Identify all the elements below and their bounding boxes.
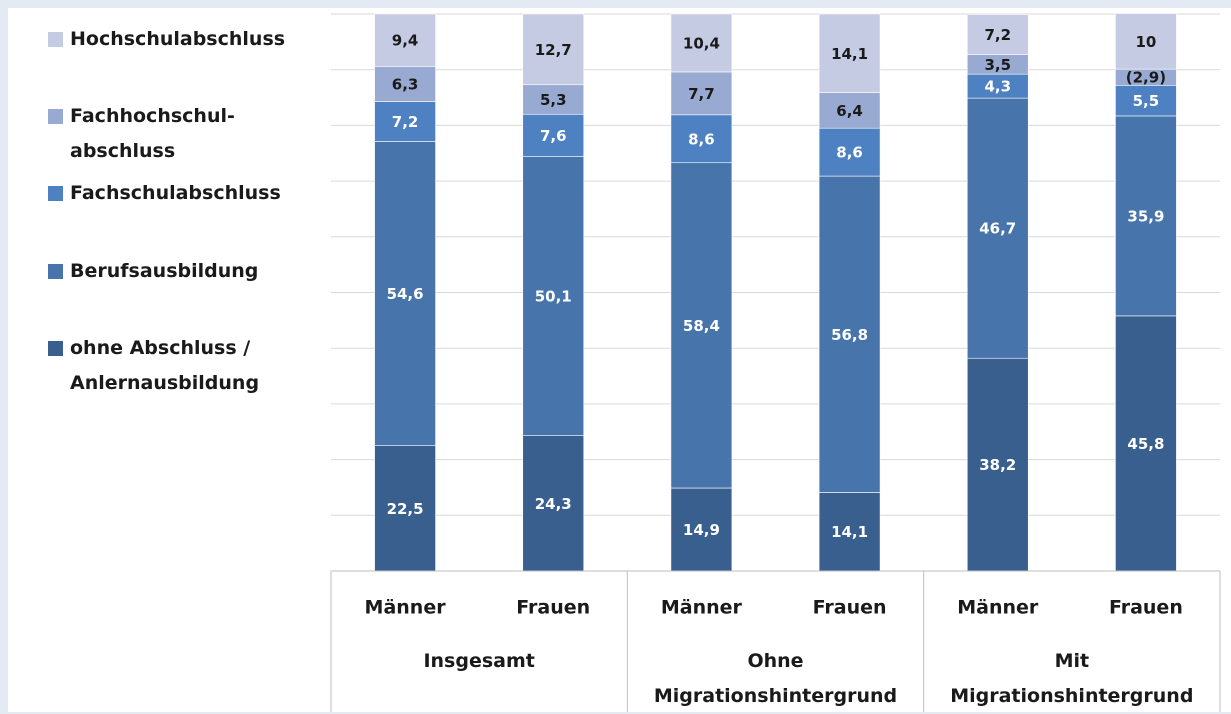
x-tick-label: Frauen — [813, 597, 887, 619]
legend-swatch — [48, 341, 63, 356]
bar-segment — [670, 114, 733, 164]
data-label: 58,4 — [683, 317, 720, 335]
data-label: 6,3 — [392, 75, 419, 93]
bar-segment — [522, 84, 585, 115]
legend-label: Fachschulabschluss — [70, 182, 281, 204]
x-tick-label: Frauen — [516, 597, 590, 619]
legend-item: ohne Abschluss / Anlernausbildung — [48, 331, 315, 401]
data-label: 7,2 — [984, 26, 1011, 44]
data-label: 12,7 — [535, 41, 572, 59]
bar-segment — [374, 141, 436, 446]
legend-item: Berufsausbildung — [48, 254, 315, 289]
bar-segment — [374, 13, 436, 67]
bar-segment — [818, 492, 881, 572]
legend-item: Fachhochschul-abschluss — [48, 99, 315, 169]
group-label: Insgesamt — [423, 650, 535, 672]
data-label: 14,9 — [683, 521, 720, 539]
legend-label: ohne Abschluss / Anlernausbildung — [70, 337, 260, 394]
bar-segment — [818, 13, 881, 93]
data-label: 7,7 — [688, 85, 715, 103]
x-tick-label: Männer — [957, 597, 1039, 619]
x-tick-label: Männer — [661, 597, 743, 619]
bar-segment — [374, 101, 436, 142]
data-label: (2,9) — [1126, 69, 1166, 87]
bar-segment — [374, 66, 436, 102]
x-tick-label: Männer — [365, 597, 447, 619]
legend-label: Hochschulabschluss — [70, 28, 286, 50]
bar-segment — [522, 156, 585, 436]
data-label: 5,3 — [540, 91, 567, 109]
data-label: 8,6 — [688, 130, 715, 148]
data-label: 8,6 — [836, 144, 863, 162]
legend-item: Hochschulabschluss — [48, 22, 315, 57]
data-label: 3,5 — [984, 56, 1011, 74]
bar-segment — [670, 13, 733, 73]
bar-segment — [522, 113, 585, 157]
legend-swatch — [48, 264, 63, 279]
bar-segment — [1115, 315, 1177, 572]
data-label: 10 — [1135, 33, 1156, 51]
data-label: 5,5 — [1133, 92, 1160, 110]
bar-segment — [522, 13, 585, 86]
bar-segment — [670, 162, 733, 489]
bar-segment — [670, 71, 733, 116]
data-label: 24,3 — [535, 495, 572, 513]
legend-swatch — [48, 186, 63, 201]
data-label: 4,3 — [984, 78, 1011, 96]
group-label: Mit Migrationshintergrund — [950, 650, 1194, 707]
data-label: 56,8 — [831, 326, 868, 344]
bar-segment — [374, 445, 436, 572]
legend-swatch — [48, 109, 63, 124]
bar-segment — [966, 357, 1029, 572]
bar-segment — [966, 97, 1029, 359]
bar-segment — [818, 92, 881, 129]
x-tick-label: Frauen — [1109, 597, 1183, 619]
data-label: 6,4 — [836, 102, 863, 120]
legend-swatch — [48, 32, 63, 47]
group-label: Ohne Migrationshintergrund — [653, 650, 898, 707]
data-label: 54,6 — [387, 285, 424, 303]
bar-segment — [670, 487, 733, 572]
bar-segment — [522, 435, 585, 572]
bar-segment — [966, 14, 1029, 55]
bar-segment — [1115, 84, 1177, 117]
data-label: 9,4 — [392, 32, 419, 50]
bar-segment — [1115, 13, 1177, 70]
data-label: 22,5 — [387, 500, 424, 518]
data-label: 46,7 — [979, 220, 1016, 238]
data-label: 14,1 — [831, 523, 868, 541]
bar-segment — [818, 175, 881, 493]
data-label: 7,2 — [392, 113, 419, 131]
legend-label: Fachhochschul-abschluss — [70, 105, 235, 162]
data-label: 7,6 — [540, 127, 567, 145]
data-label: 35,9 — [1127, 207, 1164, 225]
data-label: 50,1 — [535, 288, 572, 306]
bar-segment — [818, 127, 881, 177]
bar-segment — [1115, 115, 1177, 317]
legend-label: Berufsausbildung — [70, 260, 259, 282]
data-label: 10,4 — [683, 34, 720, 52]
data-label: 45,8 — [1127, 435, 1164, 453]
data-label: 14,1 — [831, 45, 868, 63]
legend-item: Fachschulabschluss — [48, 176, 315, 211]
data-label: 38,2 — [979, 456, 1016, 474]
